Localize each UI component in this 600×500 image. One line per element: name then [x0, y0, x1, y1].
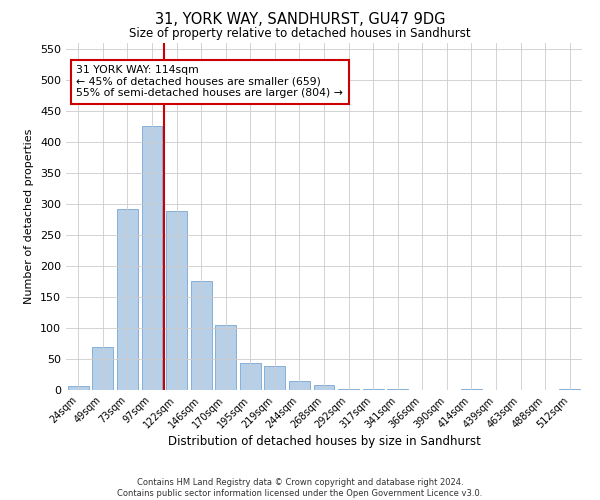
Bar: [191, 282, 212, 390]
Y-axis label: Number of detached properties: Number of detached properties: [25, 128, 34, 304]
Bar: [92, 346, 113, 390]
Text: 31, YORK WAY, SANDHURST, GU47 9DG: 31, YORK WAY, SANDHURST, GU47 9DG: [155, 12, 445, 28]
Bar: [240, 364, 261, 390]
Bar: [559, 389, 580, 390]
Text: Contains HM Land Registry data © Crown copyright and database right 2024.
Contai: Contains HM Land Registry data © Crown c…: [118, 478, 482, 498]
Bar: [265, 366, 286, 390]
Bar: [68, 386, 89, 390]
Bar: [289, 380, 310, 390]
Bar: [166, 212, 187, 390]
Bar: [142, 126, 163, 390]
Bar: [314, 385, 334, 390]
Text: Size of property relative to detached houses in Sandhurst: Size of property relative to detached ho…: [129, 28, 471, 40]
Bar: [338, 389, 359, 390]
Text: 31 YORK WAY: 114sqm
← 45% of detached houses are smaller (659)
55% of semi-detac: 31 YORK WAY: 114sqm ← 45% of detached ho…: [76, 65, 343, 98]
Bar: [117, 209, 138, 390]
X-axis label: Distribution of detached houses by size in Sandhurst: Distribution of detached houses by size …: [167, 436, 481, 448]
Bar: [215, 325, 236, 390]
